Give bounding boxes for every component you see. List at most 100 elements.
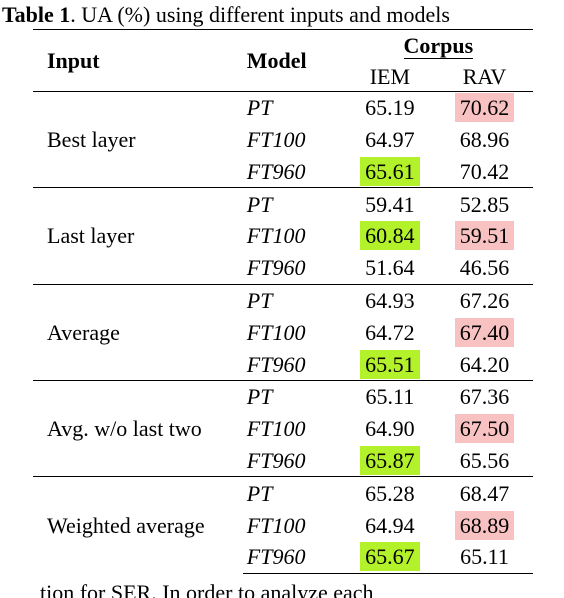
rav-cell: 65.56 xyxy=(436,445,533,477)
iem-value: 65.11 xyxy=(365,384,415,410)
table-row: Weighted average PT 65.28 68.47 xyxy=(33,476,533,574)
rav-value: 67.50 xyxy=(454,414,515,444)
model-cell: FT960 xyxy=(246,447,306,473)
subheader-row: IEM RAV xyxy=(33,62,533,92)
rav-value: 70.42 xyxy=(459,158,510,184)
iem-cell: 64.72 xyxy=(344,316,436,348)
model-cell: PT xyxy=(242,187,344,220)
iem-cell: 51.64 xyxy=(344,252,436,284)
table-row: FT960 65.51 64.20 xyxy=(33,348,533,380)
model-cell: PT xyxy=(242,283,344,317)
header-row: Input Model Corpus xyxy=(33,28,533,92)
rav-cell: 65.11 xyxy=(436,540,533,574)
iem-value: 64.90 xyxy=(365,416,415,442)
rav-cell: 68.89 xyxy=(436,509,533,541)
table-row: FT960 65.61 70.42 xyxy=(33,155,533,187)
iem-cell: 65.61 xyxy=(344,155,436,187)
model-cell: FT100 xyxy=(246,512,306,538)
results-table: Input Model Corpus IEM RAV Best layer PT 6… xyxy=(33,28,533,574)
iem-value: 59.41 xyxy=(365,191,415,217)
table-row: FT100 64.94 68.89 xyxy=(33,509,533,541)
table-row: Average PT 64.93 67.26 xyxy=(33,283,533,381)
rav-value: 65.11 xyxy=(460,544,509,570)
model-cell: FT100 xyxy=(246,126,306,152)
iem-cell: 60.84 xyxy=(344,220,436,252)
model-cell: PT xyxy=(242,90,344,124)
table-row: FT960 51.64 46.56 xyxy=(33,252,533,284)
iem-cell: 65.11 xyxy=(343,379,437,413)
header-iem: IEM xyxy=(369,63,411,89)
rav-cell: 68.96 xyxy=(436,124,533,156)
model-cell: FT100 xyxy=(246,416,306,442)
input-cell: Best layer xyxy=(33,90,243,188)
iem-cell: 64.94 xyxy=(344,509,436,541)
iem-cell: 64.93 xyxy=(343,283,437,317)
input-cell: Average xyxy=(33,283,243,381)
rav-cell: 67.50 xyxy=(436,413,533,445)
caption-text: . UA (%) using different inputs and mode… xyxy=(70,2,450,27)
footer-text: tion for SER. In order to analyze each xyxy=(40,580,374,598)
rav-value: 68.47 xyxy=(459,480,510,506)
model-cell: FT960 xyxy=(242,540,344,574)
table-row: FT960 65.67 65.11 xyxy=(33,540,533,574)
header-corpus: Corpus xyxy=(343,28,533,62)
rav-cell: 67.26 xyxy=(436,283,533,317)
iem-value: 64.94 xyxy=(365,512,415,538)
table-row: FT100 64.97 68.96 xyxy=(33,124,533,156)
rav-value: 65.56 xyxy=(459,447,510,473)
rav-value: 64.20 xyxy=(459,351,510,377)
rav-value: 52.85 xyxy=(459,191,510,217)
table-row: FT100 64.90 67.50 xyxy=(33,413,533,445)
iem-cell: 65.28 xyxy=(343,476,437,510)
model-cell: FT100 xyxy=(246,319,306,345)
table-body: Best layer PT 65.19 70.62 FT100 64.97 68.96 FT9… xyxy=(33,90,533,574)
iem-value: 65.67 xyxy=(360,542,420,572)
rav-cell: 64.20 xyxy=(436,348,533,380)
table-row: Best layer PT 65.19 70.62 xyxy=(33,90,533,188)
rav-value: 67.40 xyxy=(454,317,515,347)
input-cell: Last layer xyxy=(33,187,243,285)
iem-cell: 65.87 xyxy=(344,445,436,477)
iem-value: 65.87 xyxy=(360,445,420,475)
model-cell: FT960 xyxy=(246,255,306,281)
caption-label: Table 1 xyxy=(2,2,71,27)
rav-cell: 70.42 xyxy=(436,155,533,187)
rav-cell: 46.56 xyxy=(436,252,533,284)
rav-cell: 68.47 xyxy=(436,476,533,510)
model-cell: FT960 xyxy=(246,158,306,184)
rav-value: 68.96 xyxy=(459,126,510,152)
iem-value: 65.19 xyxy=(365,95,415,121)
rav-value: 67.26 xyxy=(459,287,510,313)
table-row: Avg. w/o last two PT 65.11 67.36 xyxy=(33,379,533,477)
iem-value: 65.61 xyxy=(360,156,420,186)
iem-cell: 64.90 xyxy=(344,413,436,445)
iem-value: 60.84 xyxy=(360,221,420,251)
model-cell: FT100 xyxy=(246,223,306,249)
iem-value: 64.97 xyxy=(365,126,415,152)
rav-value: 46.56 xyxy=(459,255,510,281)
model-cell: PT xyxy=(242,379,344,413)
header-input: Input xyxy=(33,29,243,92)
rav-cell: 67.36 xyxy=(436,379,533,413)
iem-value: 65.28 xyxy=(365,480,415,506)
rav-cell: 59.51 xyxy=(436,220,533,252)
rav-value: 59.51 xyxy=(454,221,515,251)
table-row: FT960 65.87 65.56 xyxy=(33,445,533,477)
header-corpus-label: Corpus xyxy=(403,33,474,60)
table-row: FT100 64.72 67.40 xyxy=(33,316,533,348)
iem-cell: 65.19 xyxy=(343,90,437,124)
rav-cell: 52.85 xyxy=(436,187,533,220)
rav-value: 70.62 xyxy=(454,93,515,123)
rav-cell: 70.62 xyxy=(436,90,533,124)
iem-cell: 65.51 xyxy=(344,348,436,380)
header-model: Model xyxy=(242,29,344,92)
iem-value: 64.72 xyxy=(365,319,415,345)
iem-cell: 59.41 xyxy=(343,187,437,220)
rav-value: 67.36 xyxy=(459,384,510,410)
iem-value: 65.51 xyxy=(360,349,420,379)
input-cell: Weighted average xyxy=(33,476,243,574)
model-cell: FT960 xyxy=(246,351,306,377)
header-rav: RAV xyxy=(462,63,507,89)
input-cell: Avg. w/o last two xyxy=(33,379,243,477)
iem-cell: 64.97 xyxy=(344,124,436,156)
